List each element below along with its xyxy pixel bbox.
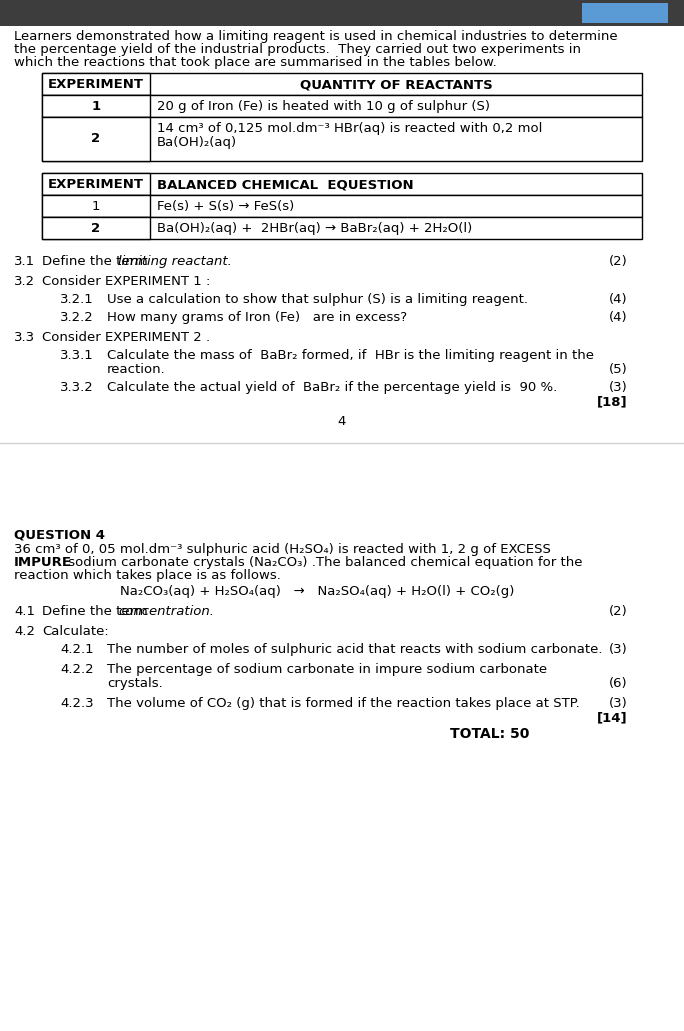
Text: Fe(s) + S(s) → FeS(s): Fe(s) + S(s) → FeS(s) — [157, 200, 294, 213]
Text: Define the term: Define the term — [42, 255, 152, 268]
Text: [14]: [14] — [597, 711, 628, 724]
Text: TOTAL: 50: TOTAL: 50 — [450, 727, 529, 741]
Text: (2): (2) — [609, 605, 628, 618]
Bar — [42, 217, 642, 239]
Text: sodium carbonate crystals (Na₂CO₃) .The balanced chemical equation for the: sodium carbonate crystals (Na₂CO₃) .The … — [64, 556, 583, 569]
Text: concentration.: concentration. — [118, 605, 214, 618]
Text: EXPERIMENT: EXPERIMENT — [48, 78, 144, 91]
Text: the percentage yield of the industrial products.  They carried out two experimen: the percentage yield of the industrial p… — [14, 43, 581, 56]
Text: Calculate the mass of  BaBr₂ formed, if  HBr is the limiting reagent in the: Calculate the mass of BaBr₂ formed, if H… — [107, 350, 594, 362]
Text: 3.3.1: 3.3.1 — [60, 350, 94, 362]
Text: 3.2: 3.2 — [14, 275, 35, 288]
Text: 4.2.1: 4.2.1 — [60, 643, 94, 656]
Bar — [42, 217, 150, 239]
Text: Learners demonstrated how a limiting reagent is used in chemical industries to d: Learners demonstrated how a limiting rea… — [14, 30, 618, 43]
Text: reaction.: reaction. — [107, 363, 166, 376]
Bar — [42, 195, 642, 217]
Text: 4.2.2: 4.2.2 — [60, 663, 94, 676]
Text: 3.1: 3.1 — [14, 255, 35, 268]
Text: Ba(OH)₂(aq): Ba(OH)₂(aq) — [157, 136, 237, 149]
Bar — [42, 173, 150, 195]
Bar — [42, 73, 150, 95]
Text: Define the term: Define the term — [42, 605, 152, 618]
Text: 3.2.2: 3.2.2 — [60, 311, 94, 324]
Text: (3): (3) — [609, 381, 628, 394]
Text: 20 g of Iron (Fe) is heated with 10 g of sulphur (S): 20 g of Iron (Fe) is heated with 10 g of… — [157, 100, 490, 113]
Text: 3.2.1: 3.2.1 — [60, 293, 94, 306]
Text: reaction which takes place is as follows.: reaction which takes place is as follows… — [14, 569, 281, 583]
Text: 4.1: 4.1 — [14, 605, 35, 618]
Text: The volume of CO₂ (g) that is formed if the reaction takes place at STP.: The volume of CO₂ (g) that is formed if … — [107, 697, 580, 710]
Text: How many grams of Iron (Fe)   are in excess?: How many grams of Iron (Fe) are in exces… — [107, 311, 407, 324]
Bar — [42, 195, 150, 217]
Text: which the reactions that took place are summarised in the tables below.: which the reactions that took place are … — [14, 56, 497, 69]
Text: 2: 2 — [92, 132, 101, 145]
Text: [18]: [18] — [597, 395, 628, 408]
Text: 2: 2 — [92, 222, 101, 235]
Text: 3.3.2: 3.3.2 — [60, 381, 94, 394]
Text: limiting reactant.: limiting reactant. — [118, 255, 232, 268]
Text: 14 cm³ of 0,125 mol.dm⁻³ HBr(aq) is reacted with 0,2 mol: 14 cm³ of 0,125 mol.dm⁻³ HBr(aq) is reac… — [157, 122, 542, 135]
Bar — [42, 73, 642, 95]
Text: Consider EXPERIMENT 1 :: Consider EXPERIMENT 1 : — [42, 275, 211, 288]
Text: (6): (6) — [609, 677, 628, 690]
Text: (3): (3) — [609, 697, 628, 710]
Text: 4.2: 4.2 — [14, 625, 35, 638]
Text: (3): (3) — [609, 643, 628, 656]
Bar — [42, 173, 642, 195]
Text: Ba(OH)₂(aq) +  2HBr(aq) → BaBr₂(aq) + 2H₂O(l): Ba(OH)₂(aq) + 2HBr(aq) → BaBr₂(aq) + 2H₂… — [157, 222, 472, 235]
Text: Na₂CO₃(aq) + H₂SO₄(aq)   →   Na₂SO₄(aq) + H₂O(l) + CO₂(g): Na₂CO₃(aq) + H₂SO₄(aq) → Na₂SO₄(aq) + H₂… — [120, 585, 514, 598]
Bar — [582, 3, 668, 23]
Text: Calculate the actual yield of  BaBr₂ if the percentage yield is  90 %.: Calculate the actual yield of BaBr₂ if t… — [107, 381, 557, 394]
Text: (4): (4) — [609, 311, 628, 324]
Text: The percentage of sodium carbonate in impure sodium carbonate: The percentage of sodium carbonate in im… — [107, 663, 547, 676]
Text: 4.2.3: 4.2.3 — [60, 697, 94, 710]
Bar — [42, 95, 150, 117]
Bar — [42, 95, 642, 117]
Bar — [0, 0, 684, 26]
Text: 3.3: 3.3 — [14, 331, 35, 344]
Text: BALANCED CHEMICAL  EQUESTION: BALANCED CHEMICAL EQUESTION — [157, 178, 414, 191]
Text: crystals.: crystals. — [107, 677, 163, 690]
Text: (2): (2) — [609, 255, 628, 268]
Text: 1: 1 — [92, 100, 101, 113]
Text: (5): (5) — [609, 363, 628, 376]
Text: EXPERIMENT: EXPERIMENT — [48, 178, 144, 191]
Text: Consider EXPERIMENT 2 .: Consider EXPERIMENT 2 . — [42, 331, 210, 344]
Text: 1: 1 — [92, 200, 101, 213]
Text: 4: 4 — [338, 415, 346, 428]
Text: QUESTION 4: QUESTION 4 — [14, 528, 105, 541]
Text: Calculate:: Calculate: — [42, 625, 109, 638]
Text: Use a calculation to show that sulphur (S) is a limiting reagent.: Use a calculation to show that sulphur (… — [107, 293, 528, 306]
Text: QUANTITY OF REACTANTS: QUANTITY OF REACTANTS — [300, 78, 492, 91]
Text: 36 cm³ of 0, 05 mol.dm⁻³ sulphuric acid (H₂SO₄) is reacted with 1, 2 g of EXCESS: 36 cm³ of 0, 05 mol.dm⁻³ sulphuric acid … — [14, 543, 551, 556]
Bar — [42, 117, 150, 161]
Bar — [42, 117, 642, 161]
Text: IMPURE: IMPURE — [14, 556, 72, 569]
Text: The number of moles of sulphuric acid that reacts with sodium carbonate.: The number of moles of sulphuric acid th… — [107, 643, 603, 656]
Text: (4): (4) — [609, 293, 628, 306]
